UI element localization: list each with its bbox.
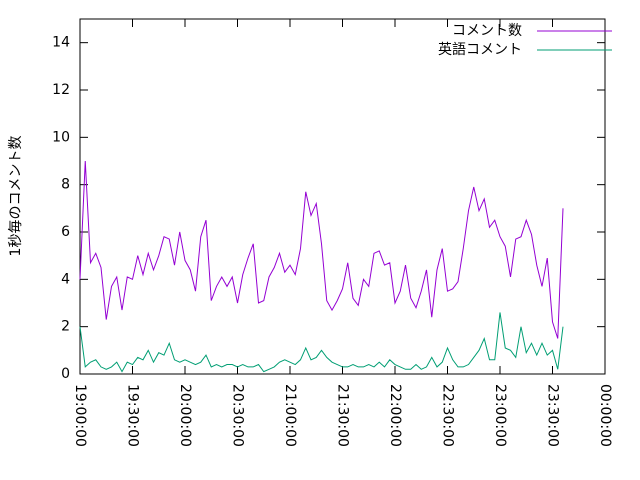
x-tick-label: 22:30:00 (440, 384, 456, 447)
y-tick-label: 0 (61, 366, 70, 382)
x-tick-label: 23:30:00 (545, 384, 561, 447)
x-tick-label: 19:30:00 (125, 384, 141, 447)
y-axis-label: 1秒毎のコメント数 (8, 136, 24, 257)
series-line (79, 312, 564, 373)
y-tick-label: 12 (52, 82, 70, 98)
x-tick-label: 20:30:00 (230, 384, 246, 447)
y-tick-label: 2 (61, 319, 70, 335)
x-tick-label: 23:00:00 (492, 384, 508, 447)
legend-label: コメント数 (452, 23, 522, 39)
y-tick-label: 4 (61, 271, 70, 287)
series-line (79, 160, 564, 339)
x-tick-label: 00:00:00 (597, 384, 613, 447)
y-tick-label: 8 (61, 177, 70, 193)
x-tick-label: 19:00:00 (72, 384, 88, 447)
x-tick-label: 21:00:00 (282, 384, 298, 447)
y-tick-label: 6 (61, 224, 70, 240)
x-tick-label: 21:30:00 (335, 384, 351, 447)
legend-label: 英語コメント (438, 41, 522, 58)
x-tick-label: 22:00:00 (387, 384, 403, 447)
y-tick-label: 10 (52, 129, 70, 145)
y-tick-label: 14 (52, 35, 70, 51)
x-tick-label: 20:00:00 (177, 384, 193, 447)
